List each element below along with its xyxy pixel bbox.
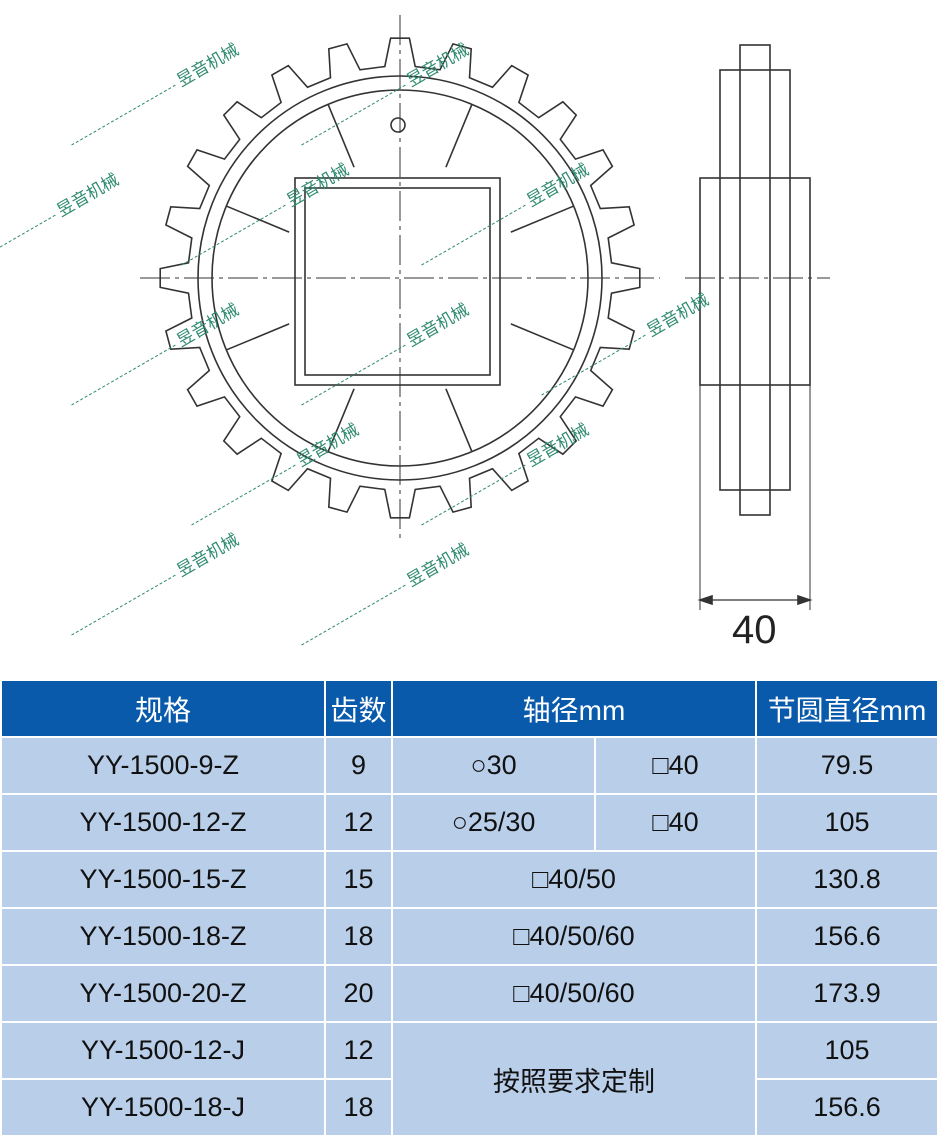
pitch-cell: 105	[755, 1021, 937, 1080]
bore-square-cell: □40	[594, 736, 757, 795]
table-row: YY-1500-9-Z 9 ○30 □40 79.5	[0, 736, 937, 795]
teeth-cell: 12	[324, 793, 393, 852]
teeth-cell: 20	[324, 964, 393, 1023]
header-pitch-diameter: 节圆直径mm	[755, 679, 937, 738]
square-hub-outer	[294, 177, 501, 386]
table-header-row: 规格 齿数 轴径mm 节圆直径mm	[0, 679, 937, 738]
bore-round-cell: ○30	[391, 736, 596, 795]
model-cell: YY-1500-15-Z	[0, 850, 326, 909]
model-cell: YY-1500-18-J	[0, 1078, 326, 1137]
dim-arrows	[697, 594, 813, 606]
bore-cell: □40/50	[391, 850, 757, 909]
spoke	[327, 104, 355, 168]
sprocket-technical-drawing	[140, 15, 830, 610]
model-cell: YY-1500-18-Z	[0, 907, 326, 966]
sprocket-side-view	[685, 44, 830, 610]
pitch-cell: 105	[755, 793, 937, 852]
teeth-cell: 12	[324, 1021, 393, 1080]
square-hub-inner	[304, 187, 491, 376]
inner-ring-2	[211, 89, 589, 467]
model-cell: YY-1500-12-J	[0, 1021, 326, 1080]
spoke	[510, 323, 574, 351]
bore-cell: 按照要求定制	[391, 1021, 757, 1137]
spoke	[226, 323, 290, 351]
width-dimension-label: 40	[732, 608, 777, 652]
table-row: YY-1500-12-Z 12 ○25/30 □40 105	[0, 793, 937, 852]
model-cell: YY-1500-12-Z	[0, 793, 326, 852]
pitch-cell: 130.8	[755, 850, 937, 909]
sprocket-front-view	[140, 15, 660, 540]
spoke	[510, 205, 574, 233]
sprocket-teeth-outline	[159, 37, 641, 519]
pin-hole	[390, 117, 406, 133]
model-cell: YY-1500-20-Z	[0, 964, 326, 1023]
pitch-cell: 79.5	[755, 736, 937, 795]
bore-square-cell: □40	[594, 793, 757, 852]
spoke	[327, 388, 355, 452]
spoke	[445, 104, 473, 168]
header-teeth: 齿数	[324, 679, 393, 738]
side-teeth	[739, 44, 771, 516]
table-row: YY-1500-15-Z 15 □40/50 130.8	[0, 850, 937, 909]
teeth-cell: 9	[324, 736, 393, 795]
teeth-cell: 18	[324, 907, 393, 966]
table-row: YY-1500-18-Z 18 □40/50/60 156.6	[0, 907, 937, 966]
teeth-cell: 18	[324, 1078, 393, 1137]
bore-round-cell: ○25/30	[391, 793, 596, 852]
side-body	[719, 69, 791, 491]
model-cell: YY-1500-9-Z	[0, 736, 326, 795]
bore-cell: □40/50/60	[391, 964, 757, 1023]
spec-table: 规格 齿数 轴径mm 节圆直径mm YY-1500-9-Z 9 ○30 □40 …	[0, 679, 937, 1137]
spoke	[445, 388, 473, 452]
table-row: YY-1500-20-Z 20 □40/50/60 173.9	[0, 964, 937, 1023]
pitch-cell: 156.6	[755, 907, 937, 966]
header-bore: 轴径mm	[391, 679, 757, 738]
pitch-cell: 173.9	[755, 964, 937, 1023]
side-hub	[699, 177, 811, 386]
pitch-cell: 156.6	[755, 1078, 937, 1137]
bore-cell: □40/50/60	[391, 907, 757, 966]
spoke	[226, 205, 290, 233]
header-model: 规格	[0, 679, 326, 738]
teeth-cell: 15	[324, 850, 393, 909]
table-row: YY-1500-12-J 12 按照要求定制 105	[0, 1021, 937, 1137]
